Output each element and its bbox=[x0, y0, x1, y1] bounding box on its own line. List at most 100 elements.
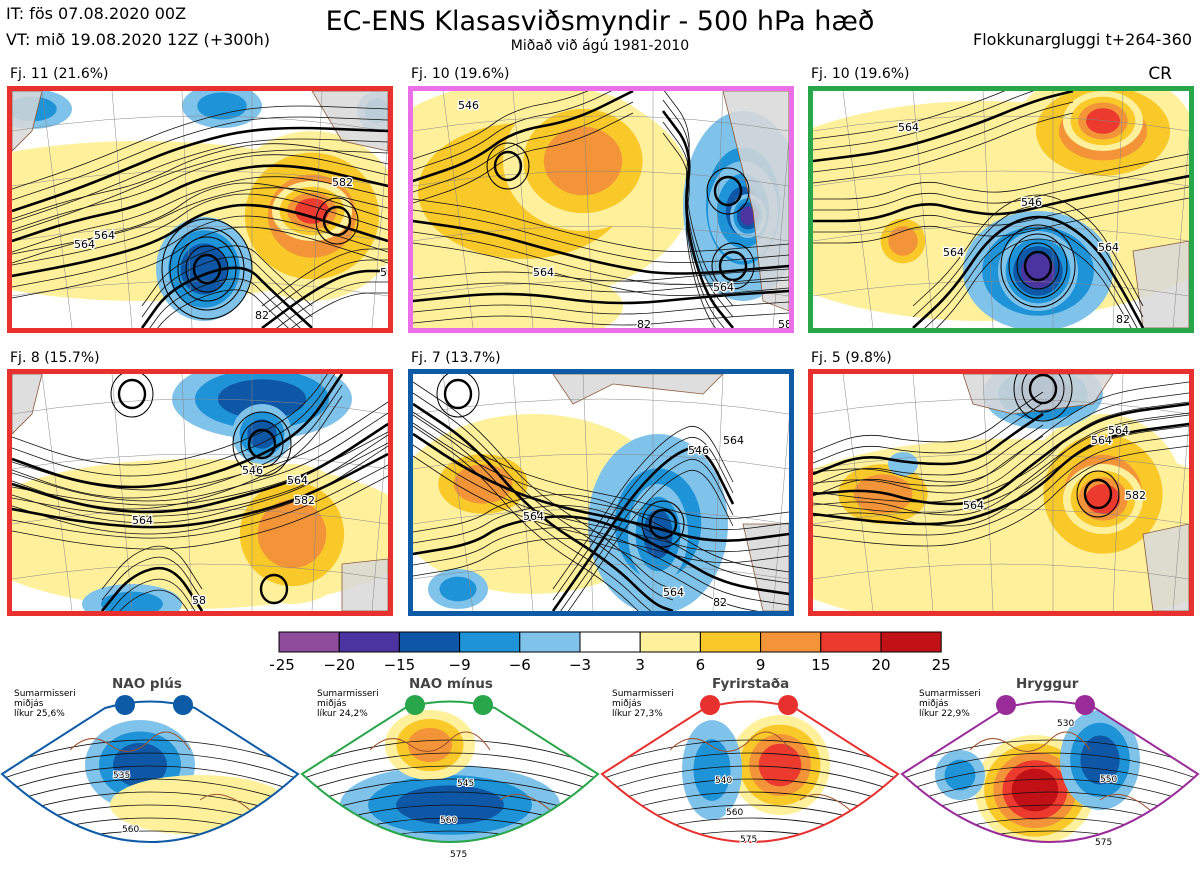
anomaly-shading bbox=[888, 452, 918, 476]
contour-label: 82 bbox=[1116, 313, 1130, 326]
regime-contour-label: 540 bbox=[715, 776, 732, 786]
height-contour-bold bbox=[413, 402, 674, 611]
height-contour bbox=[813, 424, 1044, 486]
contour-label: 582 bbox=[294, 494, 315, 507]
height-contour-bold bbox=[813, 91, 1074, 163]
height-contour bbox=[12, 105, 388, 190]
contour-label: 582 bbox=[1125, 489, 1146, 502]
closed-contour bbox=[185, 245, 229, 293]
regime-marker bbox=[173, 695, 193, 715]
colorbar-swatch bbox=[579, 631, 641, 653]
regime-probability: líkur 27,3% bbox=[612, 709, 663, 719]
closed-contour bbox=[1023, 250, 1053, 282]
anomaly-colorbar: −25 −20 −15 −9 −6 −3 3 6 9 15 20 25 bbox=[263, 630, 951, 678]
anomaly-shading bbox=[197, 92, 247, 120]
regime-contour bbox=[902, 778, 1198, 810]
contour-label: 564 bbox=[963, 499, 984, 512]
anomaly-shading bbox=[740, 206, 756, 226]
height-contour bbox=[12, 193, 388, 266]
regime-contour bbox=[2, 778, 298, 810]
graticule-line bbox=[181, 91, 193, 328]
contour-label: 564 bbox=[713, 281, 734, 294]
contour-label: 564 bbox=[94, 229, 115, 242]
regime-outline bbox=[600, 700, 900, 843]
closed-contour bbox=[1028, 374, 1058, 405]
colorbar-tick-label: 25 bbox=[932, 656, 950, 674]
graticule-line bbox=[982, 374, 994, 611]
height-contour bbox=[413, 455, 789, 564]
graticule-line bbox=[912, 91, 934, 328]
panel-label: Fj. 5 (9.8%) bbox=[811, 350, 892, 366]
colorbar-tick-label: −20 bbox=[323, 656, 355, 674]
anomaly-shading bbox=[439, 576, 477, 602]
panel-label: Fj. 8 (15.7%) bbox=[10, 350, 100, 366]
anomaly-shading bbox=[247, 419, 277, 449]
height-contour bbox=[413, 505, 789, 584]
height-contour bbox=[813, 414, 1189, 516]
contour-label: 564 bbox=[663, 586, 684, 599]
graticule-line bbox=[813, 225, 1189, 242]
cluster-map-panel: 564 546 564 564 82 bbox=[808, 86, 1194, 333]
regime-average: miðjás bbox=[919, 699, 949, 709]
anomaly-shading bbox=[1085, 108, 1121, 134]
graticule-line bbox=[413, 280, 789, 297]
graticule-line bbox=[442, 91, 474, 328]
height-contour-bold bbox=[12, 422, 388, 514]
closed-contour bbox=[436, 374, 480, 418]
height-contour bbox=[413, 91, 612, 171]
height-contour bbox=[12, 434, 388, 524]
graticule-line bbox=[311, 91, 323, 328]
regime-contour bbox=[602, 765, 898, 797]
height-contour bbox=[912, 205, 1144, 318]
land-mass bbox=[341, 558, 388, 611]
height-contour bbox=[552, 425, 734, 590]
height-contour bbox=[413, 112, 634, 204]
height-contour bbox=[110, 578, 196, 611]
height-contour bbox=[813, 445, 1189, 547]
height-contour bbox=[413, 242, 789, 296]
regime-probability: líkur 25,6% bbox=[14, 709, 65, 719]
regime-map-nao-minus: 545 560 575 bbox=[300, 690, 600, 874]
colorbar-swatch bbox=[398, 631, 461, 653]
contour-label: 546 bbox=[688, 444, 709, 457]
height-contour-bold bbox=[413, 219, 789, 275]
regime-contour bbox=[302, 765, 598, 797]
regime-contour bbox=[600, 844, 900, 870]
regime-season: Sumarmisseri bbox=[317, 689, 379, 699]
contour-label: 564 bbox=[523, 510, 544, 523]
contour-label: 564 bbox=[132, 514, 153, 527]
height-contour bbox=[552, 436, 734, 601]
graticule-line bbox=[371, 135, 388, 328]
regime-contour-label: 530 bbox=[1057, 719, 1074, 729]
graticule-line bbox=[413, 508, 789, 525]
classification-window: Flokkunargluggi t+264-360 bbox=[973, 30, 1192, 49]
height-contour bbox=[813, 112, 1074, 184]
contour-label: 564 bbox=[943, 246, 964, 259]
height-contour bbox=[413, 101, 634, 193]
height-contour bbox=[12, 149, 388, 234]
height-contour bbox=[813, 412, 1189, 514]
height-contour bbox=[12, 374, 328, 466]
land-mass bbox=[311, 91, 388, 152]
height-contour bbox=[261, 248, 388, 307]
graticule-line bbox=[413, 170, 789, 187]
height-contour bbox=[12, 187, 388, 264]
cluster-map-panel: 564 564 564 582 bbox=[808, 369, 1194, 616]
regime-season: Sumarmisseri bbox=[919, 689, 981, 699]
height-contour bbox=[413, 425, 639, 611]
graticule-line bbox=[712, 91, 724, 328]
land-mass bbox=[12, 374, 43, 435]
closed-contour bbox=[315, 197, 359, 245]
land-mass bbox=[552, 374, 724, 405]
contour-label: 564 bbox=[287, 474, 308, 487]
anomaly-shading bbox=[294, 198, 330, 224]
closed-contour bbox=[240, 420, 284, 468]
height-contour bbox=[12, 116, 388, 201]
closed-contour bbox=[641, 500, 685, 548]
graticule-line bbox=[413, 453, 789, 470]
height-contour bbox=[101, 545, 203, 590]
contour-label: 582 bbox=[332, 176, 353, 189]
graticule-line bbox=[512, 91, 534, 328]
contour-label: 82 bbox=[713, 596, 727, 609]
cluster-map-panel: 546 564 564 82 582 bbox=[408, 86, 794, 333]
